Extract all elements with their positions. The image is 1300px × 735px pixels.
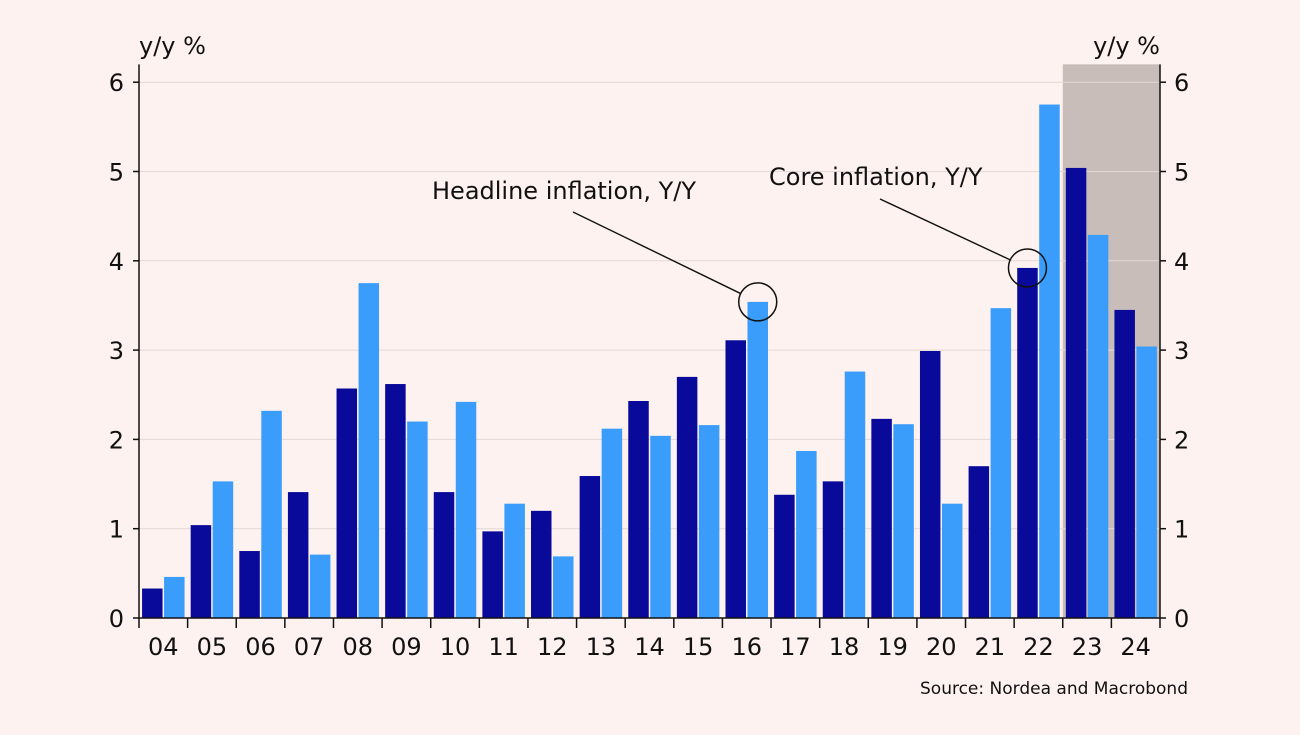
x-tick-label: 10 — [440, 633, 471, 661]
bar-s0-21 — [968, 466, 990, 618]
y-tick-label-left: 1 — [109, 516, 124, 544]
bar-s0-19 — [871, 418, 892, 618]
annotation-layer: Headline inflation, Y/Y Core inflation, … — [432, 163, 1048, 322]
bar-s1-15 — [698, 425, 720, 618]
bar-s1-20 — [941, 503, 963, 618]
x-tick-label: 14 — [634, 633, 665, 661]
bar-s0-09 — [385, 384, 406, 618]
annotation-circle-headline — [737, 282, 778, 322]
y-tick-label-left: 4 — [109, 248, 124, 276]
bar-s1-07 — [309, 554, 331, 618]
y-tick-label-right: 4 — [1174, 248, 1189, 276]
annotation-leader-headline — [572, 211, 741, 295]
bar-s0-18 — [822, 481, 844, 618]
x-tick-label: 24 — [1120, 633, 1151, 661]
bar-s0-15 — [676, 376, 698, 618]
annotation-circle-core — [1007, 248, 1048, 288]
x-tick-label: 19 — [877, 633, 908, 661]
y-unit-left: y/y % — [139, 32, 206, 60]
y-tick-label-left: 3 — [109, 337, 124, 365]
x-tick-label: 05 — [197, 633, 228, 661]
annotation-leader-core — [879, 198, 1011, 261]
x-tick-label: 18 — [829, 633, 860, 661]
source-note: Source: Nordea and Macrobond — [920, 679, 1188, 699]
y-tick-label-right: 5 — [1174, 159, 1189, 187]
x-tick-label: 16 — [731, 633, 762, 661]
bar-s1-16 — [747, 301, 768, 618]
y-tick-label-right: 1 — [1174, 516, 1189, 544]
bar-s1-05 — [212, 481, 234, 618]
bar-s1-04 — [164, 576, 185, 618]
x-tick-label: 15 — [683, 633, 714, 661]
bar-s1-08 — [358, 283, 380, 618]
x-tick-label: 13 — [586, 633, 617, 661]
y-tick-label-right: 2 — [1174, 426, 1189, 454]
y-unit-right: y/y % — [1093, 32, 1160, 60]
bar-s0-11 — [482, 531, 503, 618]
bar-layer — [142, 104, 1157, 619]
bar-s0-06 — [239, 551, 260, 618]
bar-s0-22 — [1017, 267, 1038, 618]
bar-s0-16 — [725, 340, 746, 618]
x-tick-label: 12 — [537, 633, 568, 661]
bar-s1-18 — [844, 371, 866, 618]
annotation-label-core: Core inflation, Y/Y — [769, 163, 983, 191]
bar-s1-24 — [1136, 346, 1157, 618]
x-tick-label: 17 — [780, 633, 811, 661]
bar-s0-12 — [531, 510, 552, 618]
x-tick-label: 08 — [343, 633, 374, 661]
bar-s1-14 — [650, 435, 671, 618]
bar-s1-11 — [504, 503, 525, 618]
x-tick-label: 20 — [926, 633, 957, 661]
x-tick-label: 06 — [245, 633, 276, 661]
bar-s0-04 — [142, 588, 163, 618]
x-tick-label: 11 — [488, 633, 519, 661]
x-tick-label: 07 — [294, 633, 325, 661]
bar-s1-21 — [990, 308, 1012, 618]
x-tick-label: 23 — [1072, 633, 1103, 661]
y-tick-label-right: 3 — [1174, 337, 1189, 365]
bar-s0-24 — [1114, 309, 1135, 618]
bar-s0-14 — [628, 401, 649, 618]
bar-s0-17 — [774, 494, 795, 618]
bar-s0-08 — [336, 388, 358, 618]
grid-layer — [139, 81, 1160, 530]
bar-s0-23 — [1065, 167, 1087, 619]
bar-s0-10 — [433, 492, 455, 618]
bar-s1-12 — [553, 556, 574, 618]
annotation-label-headline: Headline inflation, Y/Y — [432, 177, 696, 205]
x-tick-label: 22 — [1023, 633, 1054, 661]
y-tick-label-left: 2 — [109, 426, 124, 454]
bar-s0-05 — [190, 525, 212, 618]
bar-s0-07 — [287, 492, 309, 618]
bar-s0-20 — [919, 350, 941, 618]
bar-s0-13 — [579, 476, 601, 618]
bar-s1-10 — [455, 401, 477, 618]
y-tick-label-right: 6 — [1174, 69, 1189, 97]
x-tick-label: 04 — [148, 633, 179, 661]
bar-s1-19 — [893, 424, 914, 618]
bar-s1-13 — [601, 428, 623, 618]
bar-s1-22 — [1039, 104, 1060, 618]
y-tick-label-left: 5 — [109, 159, 124, 187]
bar-s1-23 — [1087, 234, 1109, 618]
y-tick-label-left: 0 — [109, 605, 124, 633]
axis-layer — [138, 64, 1161, 619]
y-tick-label-left: 6 — [109, 69, 124, 97]
bar-s1-17 — [796, 451, 817, 618]
bar-s1-09 — [407, 421, 428, 618]
x-tick-label: 09 — [391, 633, 422, 661]
y-tick-label-right: 0 — [1174, 605, 1189, 633]
bar-s1-06 — [261, 410, 282, 618]
x-tick-label: 21 — [975, 633, 1006, 661]
tick-layer: 0 01 12 23 34 45 56 604 05 06 07 08 09 10 11 12 13 14 15 16… — [109, 69, 1190, 661]
